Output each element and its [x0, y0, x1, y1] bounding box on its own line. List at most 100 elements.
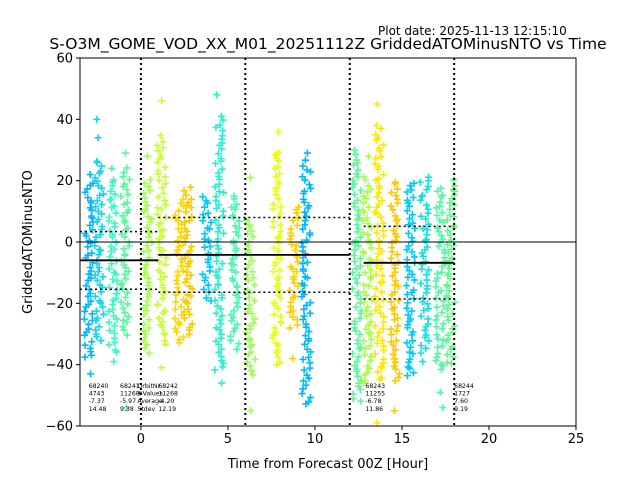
scatter-point [87, 274, 95, 282]
scatter-point [121, 270, 129, 278]
scatter-point [154, 210, 162, 218]
scatter-point [437, 360, 445, 368]
scatter-point [206, 263, 214, 271]
scatter-point [204, 281, 212, 289]
scatter-point [372, 306, 380, 314]
scatter-point [140, 327, 148, 335]
orbit-annotation-line: 7.60 [454, 398, 468, 405]
scatter-outlier-point [218, 379, 226, 387]
scatter-point [277, 312, 285, 320]
scatter-point [158, 205, 166, 213]
scatter-point [141, 344, 149, 352]
scatter-point [157, 152, 165, 160]
scatter-point [183, 291, 191, 299]
scatter-point [94, 268, 102, 276]
scatter-point [391, 377, 399, 385]
orbit-annotation-line: #Values [137, 391, 162, 398]
scatter-point [377, 309, 385, 317]
scatter-point [217, 155, 225, 163]
x-tick-label: 20 [481, 432, 498, 447]
scatter-point [434, 350, 442, 358]
scatter-point [361, 269, 369, 277]
scatter-point [445, 249, 453, 257]
scatter-point [275, 232, 283, 240]
scatter-point [377, 124, 385, 132]
scatter-point [377, 152, 385, 160]
scatter-outlier-point [350, 146, 358, 154]
scatter-point [105, 283, 113, 291]
scatter-point [378, 288, 386, 296]
scatter-strip [432, 184, 449, 412]
scatter-point [183, 275, 191, 283]
scatter-strip [153, 97, 170, 372]
scatter-point [246, 301, 254, 309]
scatter-point [306, 229, 314, 237]
scatter-point [244, 308, 252, 316]
scatter-outlier-point [247, 407, 255, 415]
scatter-point [422, 331, 430, 339]
scatter-point [160, 197, 168, 205]
scatter-point [363, 214, 371, 222]
scatter-point [391, 358, 399, 366]
scatter-point [276, 358, 284, 366]
scatter-point [416, 196, 424, 204]
scatter-point [424, 300, 432, 308]
scatter-point [378, 197, 386, 205]
scatter-point [301, 340, 309, 348]
chart-title: S-O3M_GOME_VOD_XX_M01_20251112Z GriddedA… [49, 35, 606, 54]
scatter-point [367, 335, 375, 343]
scatter-point [417, 342, 425, 350]
scatter-point [438, 342, 446, 350]
scatter-point [81, 341, 89, 349]
scatter-point [380, 342, 388, 350]
scatter-point [422, 201, 430, 209]
scatter-point [214, 280, 222, 288]
scatter-point [211, 183, 219, 191]
scatter-point [217, 352, 225, 360]
scatter-point [446, 205, 454, 213]
scatter-point [294, 282, 302, 290]
scatter-point [270, 244, 278, 252]
scatter-point [298, 239, 306, 247]
scatter-point [371, 350, 379, 358]
scatter-outlier-point [303, 149, 311, 157]
scatter-point [159, 281, 167, 289]
scatter-point [275, 247, 283, 255]
scatter-point [276, 266, 284, 274]
scatter-point [287, 225, 295, 233]
orbit-annotation-line: 9.19 [454, 406, 468, 413]
scatter-point [438, 191, 446, 199]
scatter-outlier-point [373, 419, 381, 427]
scatter-point [274, 195, 282, 203]
scatter-point [215, 201, 223, 209]
scatter-outlier-point [157, 364, 165, 372]
scatter-point [211, 159, 219, 167]
scatter-point [362, 307, 370, 315]
scatter-strip [180, 183, 196, 338]
scatter-point [352, 150, 360, 158]
scatter-point [123, 164, 131, 172]
scatter-point [88, 249, 96, 257]
scatter-point [433, 270, 441, 278]
scatter-point [228, 317, 236, 325]
scatter-point [124, 267, 132, 275]
scatter-point [124, 206, 132, 214]
scatter-point [275, 239, 283, 247]
scatter-point [374, 368, 382, 376]
scatter-point [158, 318, 166, 326]
scatter-point [229, 212, 237, 220]
scatter-point [403, 372, 411, 380]
scatter-point [387, 298, 395, 306]
scatter-point [227, 332, 235, 340]
orbit-annotation-line: 68240 [89, 383, 109, 390]
scatter-point [306, 299, 314, 307]
scatter-point [217, 320, 225, 328]
scatter-point [433, 312, 441, 320]
scatter-point [367, 185, 375, 193]
scatter-point [387, 338, 395, 346]
scatter-point [143, 224, 151, 232]
scatter-point [421, 237, 429, 245]
scatter-point [155, 176, 163, 184]
scatter-point [245, 261, 253, 269]
scatter-point [421, 326, 429, 334]
